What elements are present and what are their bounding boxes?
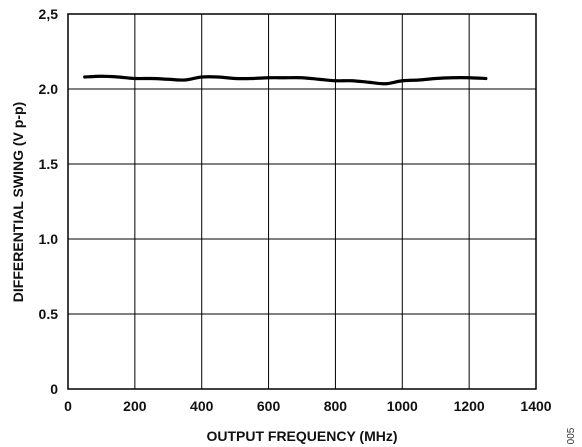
y-tick-label: 2.0 [39,81,59,97]
series-group [83,74,488,86]
series-line [83,74,488,86]
plot-frame [67,13,537,390]
x-tick-label: 800 [324,398,348,414]
y-tick-label: 1.0 [39,231,59,247]
y-axis-title: DIFFERENTIAL SWING (V p-p) [10,102,26,302]
y-tick-label: 0 [50,381,58,397]
grid [67,13,537,390]
x-tick-label: 1200 [454,398,485,414]
x-tick-label: 1400 [520,398,551,414]
x-tick-label: 400 [190,398,214,414]
x-tick-labels: 0 200 400 600 800 1000 1200 1400 [64,398,552,414]
side-note: 005 [566,427,577,444]
x-tick-label: 0 [64,398,72,414]
x-tick-label: 600 [257,398,281,414]
x-axis-title: OUTPUT FREQUENCY (MHz) [206,428,397,444]
x-tick-label: 200 [123,398,147,414]
y-tick-labels: 0 0.5 1.0 1.5 2.0 2,5 [39,6,59,397]
x-tick-label: 1000 [387,398,418,414]
y-tick-label: 1.5 [39,156,59,172]
y-tick-label: 0.5 [39,306,59,322]
y-tick-label: 2,5 [39,6,59,22]
